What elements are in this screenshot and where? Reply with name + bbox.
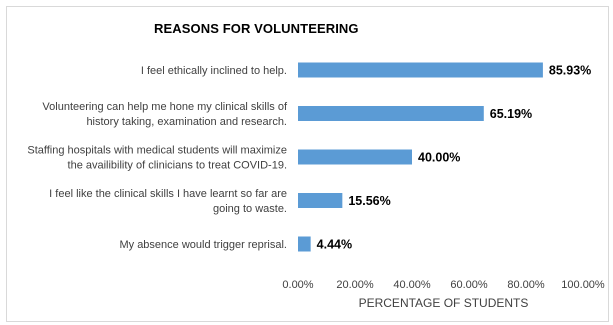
category-label-2: Volunteering can help me hone my clinica… bbox=[42, 101, 288, 128]
value-label-1: 85.93% bbox=[549, 64, 591, 78]
category-label-line: Staffing hospitals with medical students… bbox=[27, 145, 287, 157]
category-label-line: the availibility of clinicians to treat … bbox=[68, 160, 287, 172]
category-labels: I feel ethically inclined to help. Volunt… bbox=[27, 65, 288, 251]
x-tick-label-1: 0.00% bbox=[282, 279, 313, 291]
bar-2 bbox=[298, 106, 484, 121]
value-label-5: 4.44% bbox=[317, 238, 352, 252]
x-tick-label-3: 40.00% bbox=[393, 279, 431, 291]
x-tick-label-5: 80.00% bbox=[507, 279, 545, 291]
x-tick-labels: 0.00% 20.00% 40.00% 60.00% 80.00% 100.00% bbox=[282, 279, 605, 291]
category-label-line: history taking, examination and research… bbox=[86, 116, 287, 128]
category-label-3: Staffing hospitals with medical students… bbox=[27, 145, 287, 172]
bar-3 bbox=[298, 149, 412, 165]
category-label-line: I feel like the clinical skills I have l… bbox=[49, 188, 287, 200]
category-label-line: My absence would trigger reprisal. bbox=[119, 239, 287, 251]
value-label-3: 40.00% bbox=[418, 151, 460, 165]
x-axis-title: PERCENTAGE OF STUDENTS bbox=[359, 296, 529, 310]
category-label-line: I feel ethically inclined to help. bbox=[141, 65, 287, 77]
category-label-line: going to waste. bbox=[213, 203, 287, 215]
category-label-4: I feel like the clinical skills I have l… bbox=[49, 188, 287, 215]
value-label-4: 15.56% bbox=[348, 194, 390, 208]
bar-5 bbox=[298, 236, 311, 252]
x-tick-label-4: 60.00% bbox=[450, 279, 488, 291]
bars-layer bbox=[298, 62, 543, 252]
value-labels: 85.93% 65.19% 40.00% 15.56% 4.44% bbox=[317, 64, 592, 252]
bar-4 bbox=[298, 193, 343, 208]
x-tick-label-2: 20.00% bbox=[336, 279, 374, 291]
category-label-1: I feel ethically inclined to help. bbox=[141, 65, 287, 77]
category-label-line: Volunteering can help me hone my clinica… bbox=[42, 101, 288, 113]
bar-1 bbox=[298, 62, 543, 78]
x-tick-label-6: 100.00% bbox=[561, 279, 605, 291]
chart-title: REASONS FOR VOLUNTEERING bbox=[154, 21, 359, 36]
value-label-2: 65.19% bbox=[490, 107, 532, 121]
category-label-5: My absence would trigger reprisal. bbox=[119, 239, 287, 251]
